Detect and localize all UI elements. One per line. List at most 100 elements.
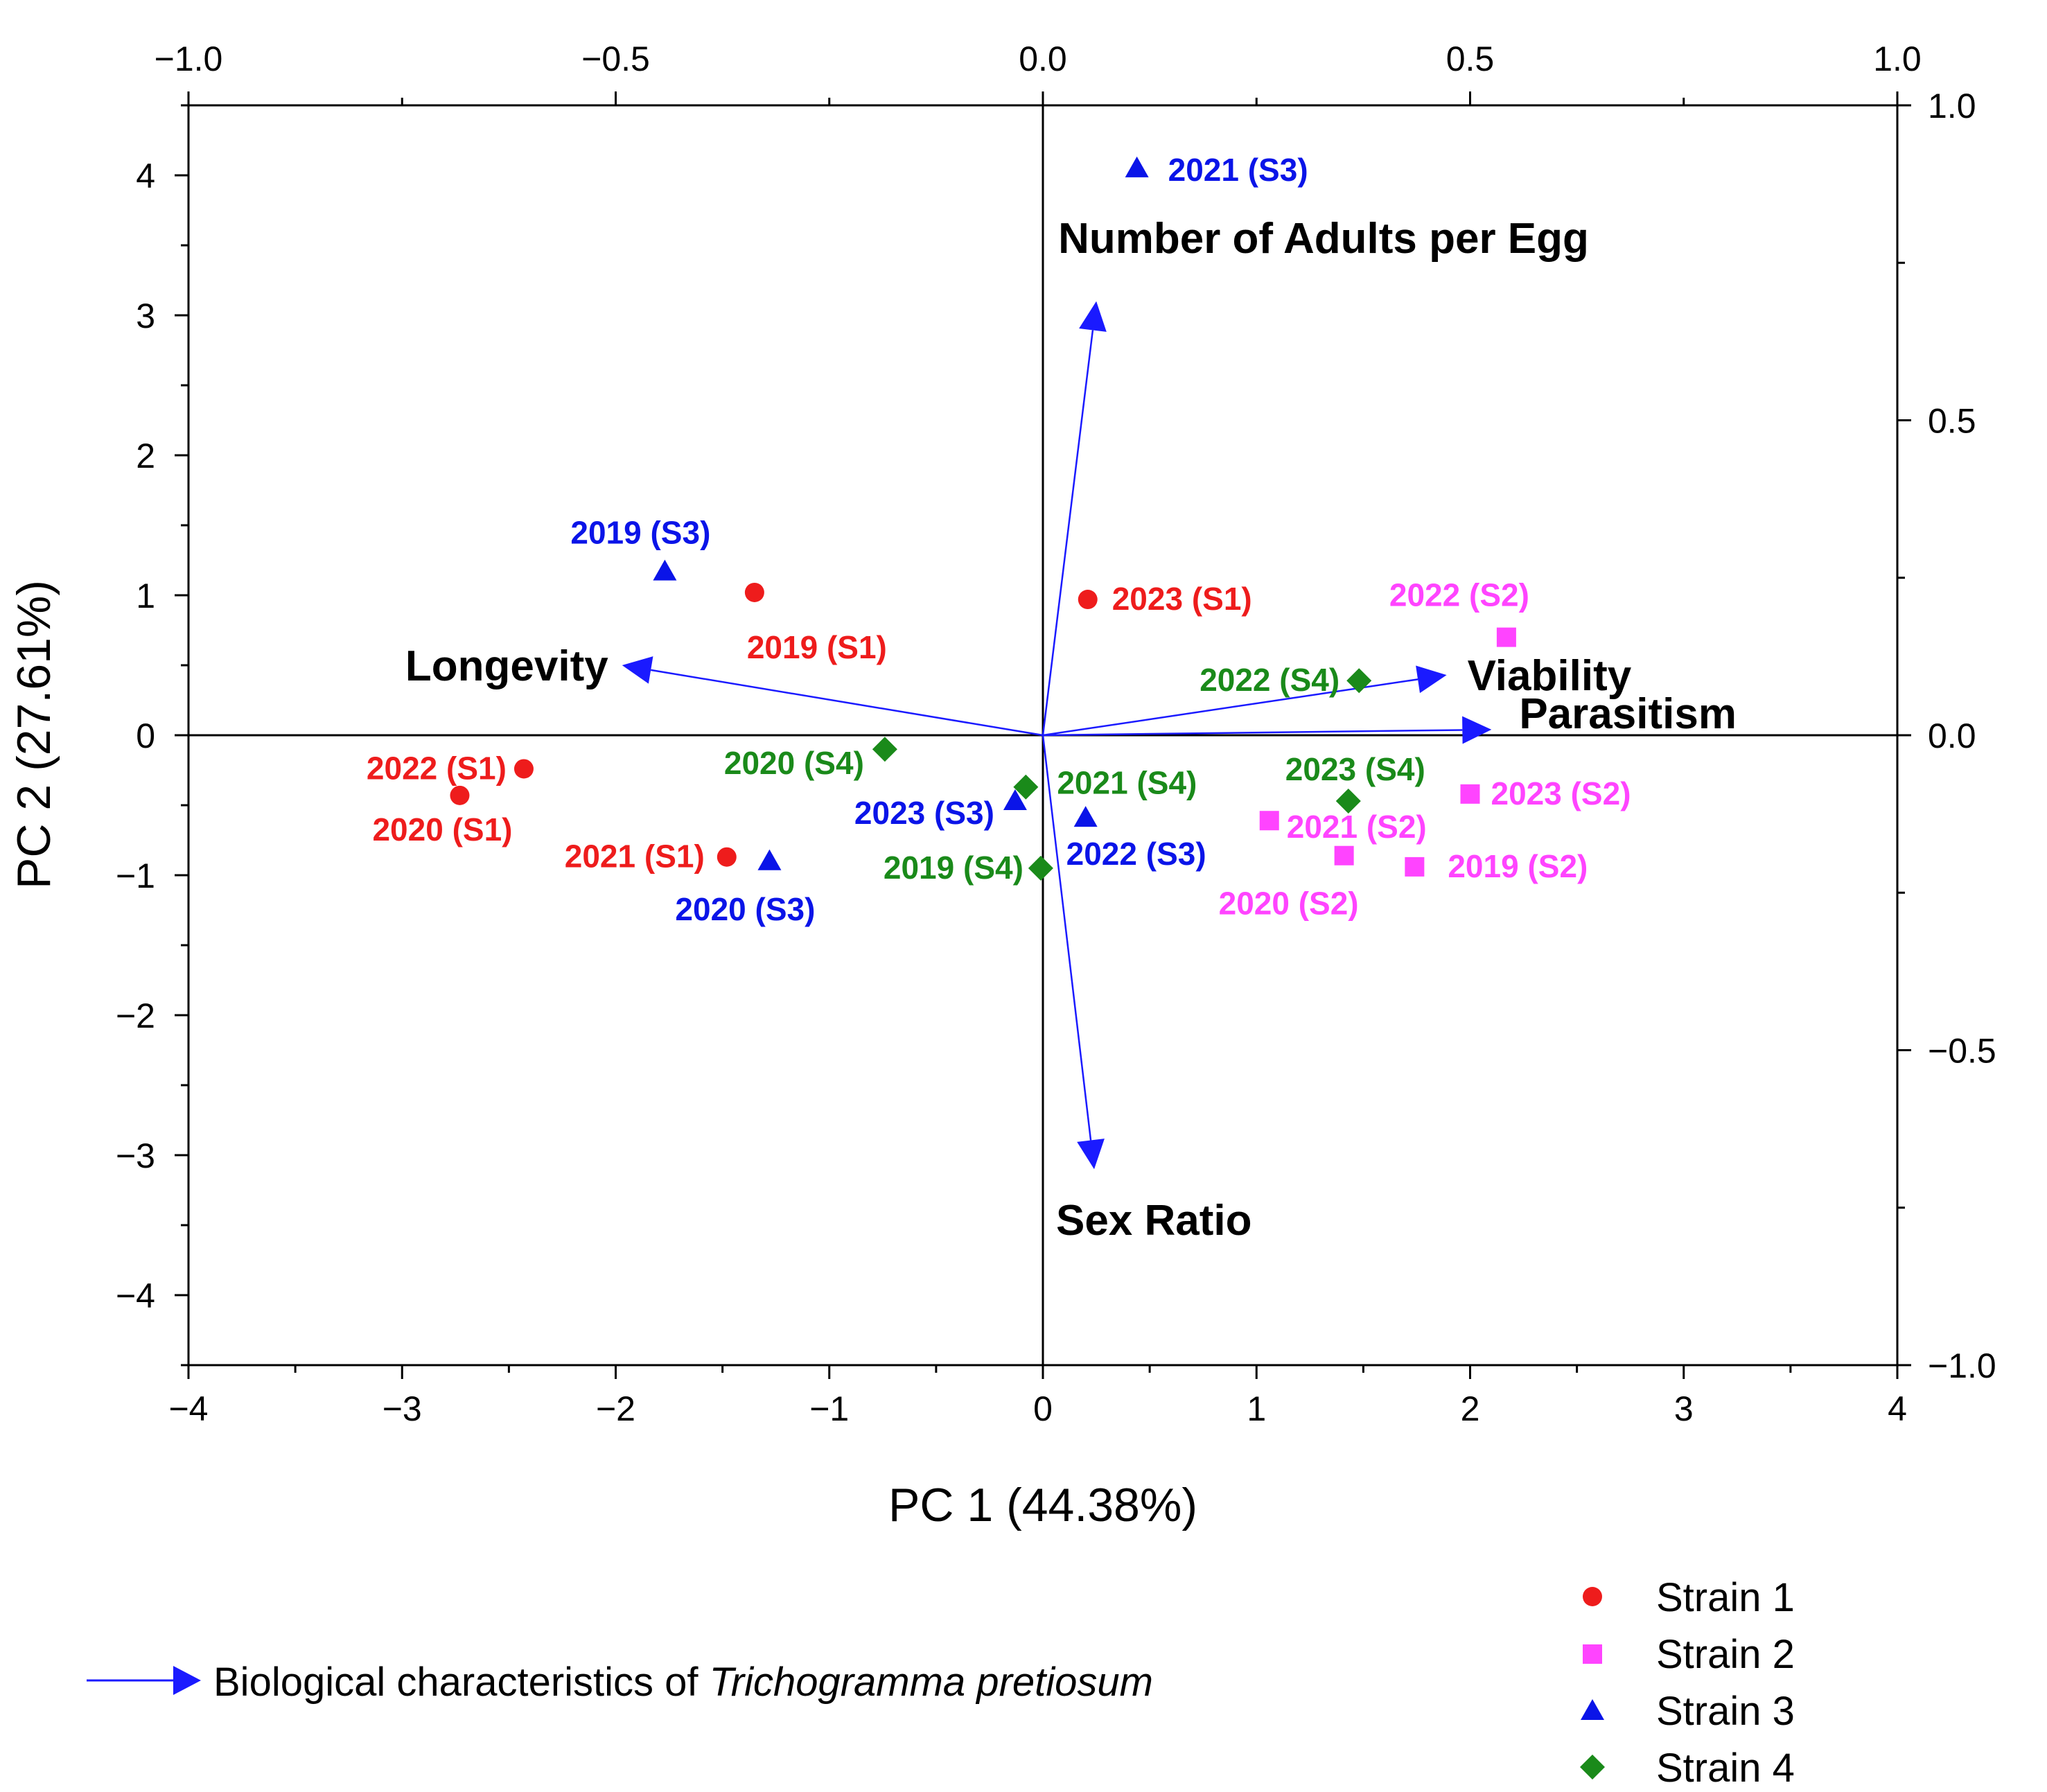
point-label: 2023 (S2): [1491, 775, 1631, 811]
x-tick-label: −3: [383, 1389, 422, 1428]
vector-arrowhead: [1416, 665, 1447, 694]
legend-marker-strain-3: [1581, 1699, 1604, 1720]
point-marker: [1460, 784, 1480, 804]
legend-vector-caption-prefix: Biological characteristics of: [213, 1660, 699, 1705]
vector-line: [1042, 330, 1094, 736]
vector-arrowhead: [622, 656, 653, 684]
y-tick-label: 0: [136, 717, 155, 755]
y-tick-label: −3: [116, 1136, 155, 1175]
biological-vectors: Number of Adults per Egg Longevity Viabili…: [405, 215, 1737, 1245]
x-tick-label: −1: [809, 1389, 849, 1428]
vector-line: [650, 669, 1044, 737]
vector-label: Longevity: [405, 642, 608, 690]
legend: Strain 1 Strain 2 Strain 3 Strain 4 Biol…: [87, 1575, 1795, 1791]
point-label: 2022 (S2): [1389, 577, 1529, 613]
point-label: 2020 (S2): [1219, 886, 1359, 922]
top-x-tick-label: 1.0: [1873, 39, 1922, 78]
x-tick-label: 0: [1033, 1389, 1053, 1428]
legend-vector-caption: Biological characteristics of Trichogram…: [213, 1660, 1153, 1705]
x-tick-label: 2: [1461, 1389, 1480, 1428]
point-label: 2022 (S3): [1066, 836, 1206, 872]
y-tick-label: −4: [116, 1276, 155, 1315]
x-tick-label: −4: [168, 1389, 208, 1428]
point-label: 2023 (S3): [854, 795, 994, 831]
axes: −4 −3 −2 −1 0 1 2 3 4 −4 −3 −2 −1 0 1 2 3 4 −1.0 −0.5 0.0 0.5…: [116, 39, 1996, 1428]
point-label: 2019 (S1): [747, 629, 887, 665]
point-label: 2019 (S3): [570, 515, 710, 551]
point-marker: [653, 559, 677, 581]
point-label: 2020 (S3): [675, 891, 815, 927]
vector-line: [1042, 729, 1463, 737]
point-marker: [757, 849, 782, 870]
point-marker: [1496, 627, 1516, 647]
right-y-tick-label: 0.0: [1928, 717, 1976, 755]
vector-arrowhead: [1077, 1139, 1105, 1170]
right-y-tick-label: −1.0: [1928, 1346, 1996, 1385]
vector-line: [1042, 735, 1092, 1141]
y-tick-label: 3: [136, 297, 155, 335]
x-tick-label: 4: [1888, 1389, 1907, 1428]
legend-label-strain-3: Strain 3: [1656, 1689, 1795, 1734]
point-marker: [1259, 811, 1279, 831]
legend-marker-strain-4: [1580, 1755, 1605, 1780]
point-label: 2019 (S2): [1448, 848, 1588, 884]
point-marker: [872, 737, 897, 762]
top-x-tick-label: 0.5: [1446, 39, 1495, 78]
point-marker: [1073, 806, 1098, 827]
point-label: 2021 (S4): [1057, 765, 1197, 801]
point-marker: [1125, 156, 1149, 177]
point-marker: [1078, 590, 1098, 610]
right-y-tick-label: 0.5: [1928, 402, 1976, 441]
x-tick-label: −2: [596, 1389, 635, 1428]
top-x-tick-label: 0.0: [1019, 39, 1067, 78]
vector-label: Number of Adults per Egg: [1058, 215, 1589, 263]
legend-vector-arrowhead: [173, 1666, 201, 1695]
legend-label-strain-1: Strain 1: [1656, 1575, 1795, 1620]
point-marker: [1013, 774, 1039, 800]
point-marker: [717, 847, 737, 867]
point-marker: [1334, 845, 1354, 866]
point-label: 2021 (S3): [1168, 152, 1308, 188]
y-tick-label: 4: [136, 157, 155, 195]
point-marker: [1346, 668, 1372, 694]
x-tick-label: 1: [1247, 1389, 1266, 1428]
x-axis-title: PC 1 (44.38%): [888, 1479, 1197, 1531]
right-y-tick-label: 1.0: [1928, 87, 1976, 125]
y-tick-label: 1: [136, 577, 155, 615]
top-x-tick-label: −0.5: [581, 39, 650, 78]
vector-label: Sex Ratio: [1056, 1197, 1252, 1245]
point-marker: [450, 785, 470, 805]
top-x-tick-label: −1.0: [155, 39, 223, 78]
point-marker: [744, 582, 764, 602]
vector-label: Parasitism: [1519, 690, 1737, 738]
y-axis-title: PC 2 (27.61%): [8, 580, 60, 889]
vector-label: Viability: [1468, 652, 1632, 700]
point-marker: [1028, 855, 1053, 881]
point-marker: [1003, 789, 1027, 810]
strain-points: 2019 (S1) 2020 (S1) 2021 (S1) 2022 (S1) 2023…: [367, 152, 1631, 927]
point-label: 2021 (S1): [565, 838, 705, 875]
point-label: 2023 (S4): [1285, 751, 1425, 787]
point-label: 2020 (S1): [372, 811, 512, 847]
point-label: 2023 (S1): [1112, 581, 1252, 617]
y-tick-label: −2: [116, 996, 155, 1035]
vector-arrowhead: [1079, 301, 1107, 332]
vector-arrowhead: [1462, 716, 1492, 744]
point-label: 2022 (S4): [1200, 662, 1339, 698]
point-label: 2022 (S1): [367, 750, 507, 786]
point-marker: [513, 759, 534, 779]
point-label: 2019 (S4): [884, 850, 1024, 886]
legend-marker-strain-1: [1583, 1587, 1602, 1606]
legend-marker-strain-2: [1583, 1644, 1602, 1664]
point-marker: [1405, 857, 1425, 877]
legend-vector-caption-species: Trichogramma pretiosum: [710, 1660, 1153, 1705]
y-tick-label: −1: [116, 857, 155, 895]
legend-label-strain-2: Strain 2: [1656, 1632, 1795, 1677]
right-y-tick-label: −0.5: [1928, 1032, 1996, 1071]
point-label: 2021 (S2): [1287, 809, 1427, 845]
x-tick-label: 3: [1674, 1389, 1694, 1428]
point-label: 2020 (S4): [724, 745, 864, 781]
point-marker: [1335, 788, 1361, 814]
